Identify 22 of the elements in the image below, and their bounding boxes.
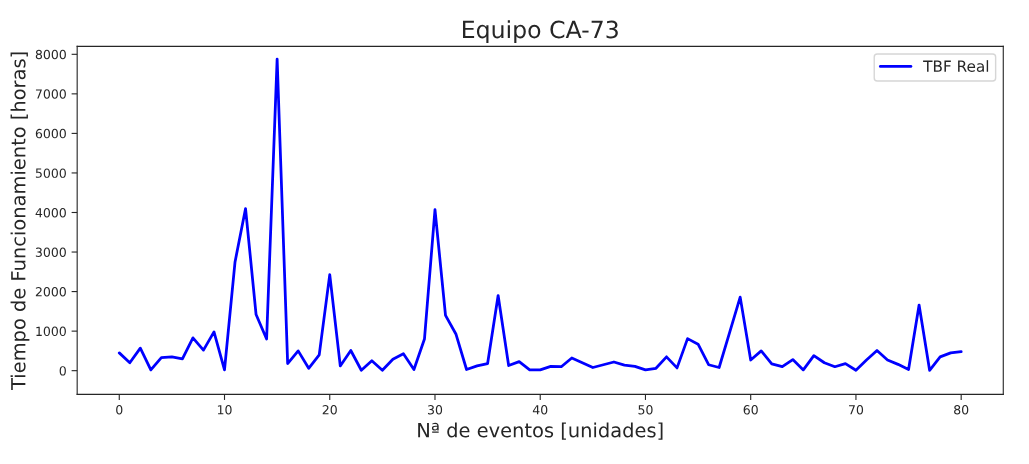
x-axis-title: Nª de eventos [unidades]	[418, 422, 663, 440]
y-tick-label: 4000	[35, 207, 66, 218]
chart-title: Equipo CA-73	[463, 20, 618, 43]
x-tick-label: 70	[849, 405, 864, 415]
y-tick-label: 3000	[35, 247, 66, 257]
x-tick-label: 0	[116, 405, 123, 415]
y-tick-label: 5000	[35, 168, 66, 178]
x-tick-label: 80	[954, 405, 969, 415]
y-tick-label: 0	[59, 366, 66, 376]
y-tick-label: 6000	[35, 128, 66, 139]
x-tick-label: 10	[217, 405, 232, 415]
y-tick-label: 2000	[35, 287, 66, 297]
x-tick-label: 60	[743, 405, 758, 415]
y-tick-label: 8000	[35, 49, 66, 60]
y-tick-label: 7000	[35, 89, 66, 99]
legend-label: TBF Real	[923, 60, 989, 72]
x-tick-label: 20	[322, 405, 337, 415]
y-axis-title: Tiempo de Funcionamiento [horas]	[10, 52, 30, 391]
x-tick-label: 50	[638, 405, 653, 415]
x-tick-label: 40	[532, 405, 548, 415]
y-tick-label: 1000	[36, 326, 66, 337]
x-tick-label: 30	[427, 405, 443, 415]
